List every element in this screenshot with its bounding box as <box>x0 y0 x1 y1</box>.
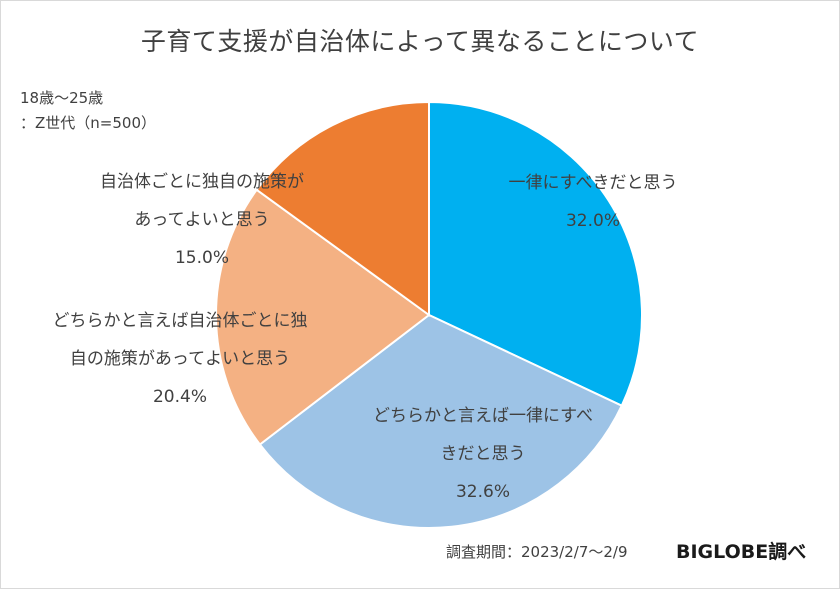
pie-slice-2 <box>258 313 624 529</box>
slice-category-label-2: どちらかと言えば一律にすべ <box>373 406 593 426</box>
slice-value-label-1: 32.0% <box>566 211 620 231</box>
sample-age: 18歳～25歳 <box>20 89 104 107</box>
chart-title: 子育て支援が自治体によって異なることについて <box>140 27 700 56</box>
slice-value-label-2: 32.6% <box>456 482 510 502</box>
slice-category-label-1: 一律にすべきだと思う <box>509 173 678 193</box>
slice-category-label-4: あってよいと思う <box>134 210 269 230</box>
sample-size: ：Z世代（n=500） <box>20 114 156 132</box>
slice-value-label-4: 15.0% <box>175 248 229 268</box>
brand-credit: BIGLOBE調べ <box>676 541 807 563</box>
slice-category-label-4: 自治体ごとに独自の施策が <box>100 172 304 192</box>
slice-category-label-2: きだと思う <box>441 444 526 464</box>
survey-period: 調査期間：2023/2/7～2/9 <box>446 543 628 561</box>
slice-category-label-3: どちらかと言えば自治体ごとに独 <box>53 311 308 331</box>
slice-category-label-3: 自の施策があってよいと思う <box>70 349 290 369</box>
pie-slice-3 <box>215 188 431 446</box>
sample-note: 18歳～25歳 ：Z世代（n=500） <box>20 86 156 136</box>
pie-slice-1 <box>428 100 643 408</box>
pie-slice-4 <box>255 100 430 317</box>
slice-value-label-3: 20.4% <box>153 387 207 407</box>
